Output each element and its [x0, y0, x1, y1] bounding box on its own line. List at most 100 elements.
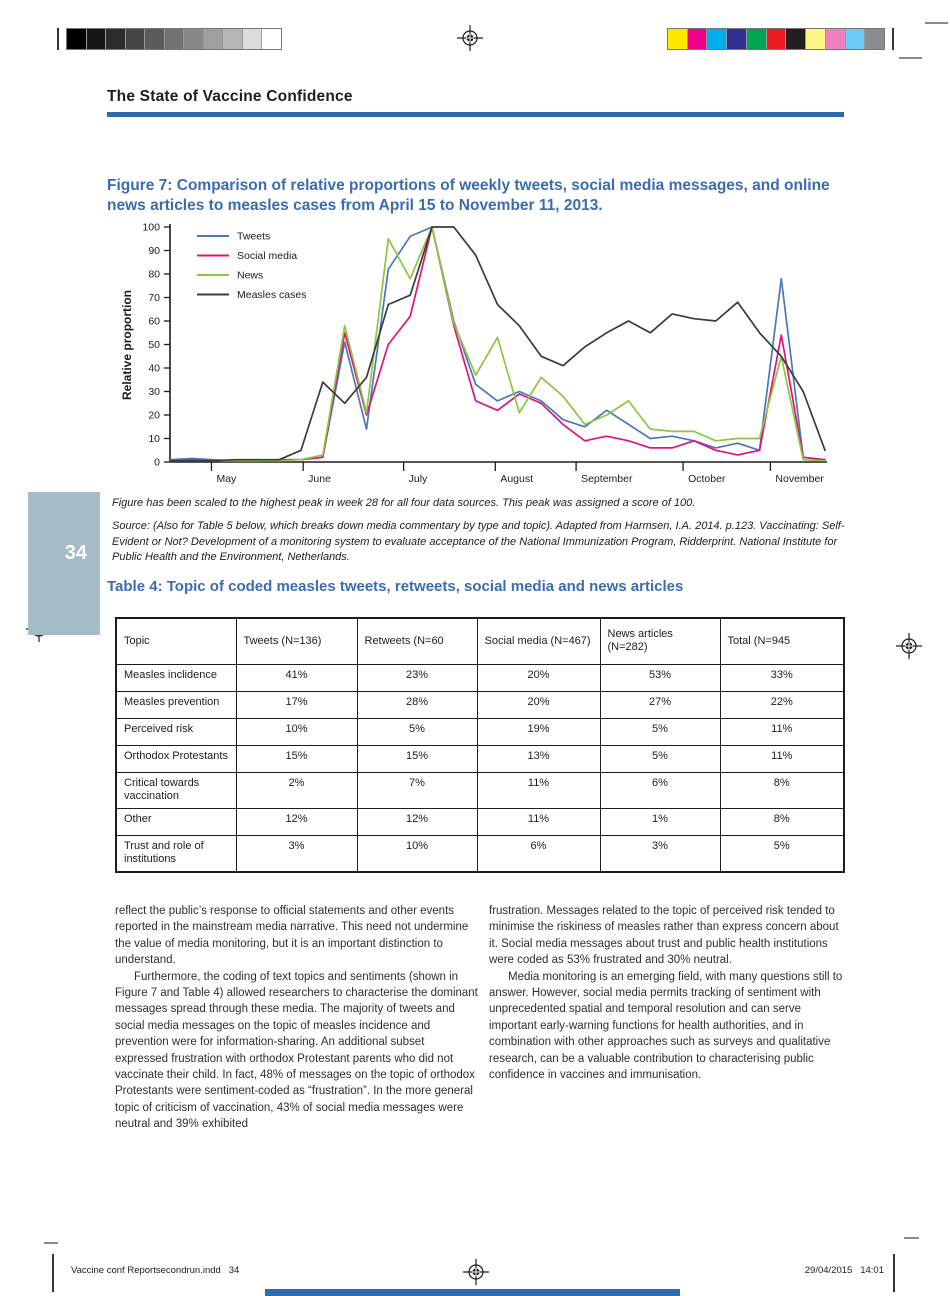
table-column-header-0: Topic	[115, 617, 237, 665]
grayscale-swatch-7	[203, 29, 223, 49]
color-swatch-4	[746, 29, 766, 49]
table-cell-value: 3%	[235, 834, 358, 872]
footer-filename: Vaccine conf Reportsecondrun.indd 34	[71, 1265, 240, 1276]
table-row: Critical towards vaccination 2% 7% 11% 6% 8%	[115, 771, 845, 809]
registration-mark-top	[457, 25, 483, 56]
table-row: Measles inclidence 41% 23% 20% 53% 33%	[115, 663, 845, 692]
table-cell-value: 53%	[599, 663, 721, 692]
figure7-chart: 0 10 20 30 40 50 60 70 80 90 100 May June July August S…	[120, 222, 827, 485]
x-tick-label-may: May	[216, 473, 237, 485]
table4-title: Table 4: Topic of coded measles tweets, …	[107, 578, 684, 595]
figure7-title: Figure 7: Comparison of relative proport…	[107, 177, 830, 214]
table-column-header-2: Retweets (N=60	[356, 617, 478, 665]
registration-mark-icon	[896, 633, 922, 659]
y-tick-label: 80	[148, 269, 160, 281]
table-cell-value: 6%	[599, 771, 721, 809]
table-column-header-3: Social media (N=467)	[476, 617, 601, 665]
grayscale-swatch-10	[262, 29, 282, 49]
table-cell-value: 2%	[235, 771, 358, 809]
crop-mark-bottom-left	[52, 1254, 54, 1292]
y-tick-label: 50	[148, 339, 160, 351]
body-paragraph: Furthermore, the coding of text topics a…	[115, 970, 478, 1131]
footer-datetime: 29/04/2015 14:01	[804, 1265, 884, 1276]
crop-dash-bottom-right	[904, 1237, 919, 1239]
grayscale-swatch-3	[125, 29, 145, 49]
registration-mark-bottom	[463, 1259, 489, 1290]
color-swatch-7	[806, 29, 825, 49]
x-tick-label-october: October	[688, 473, 726, 485]
table-row: Measles prevention 17% 28% 20% 27% 22%	[115, 690, 845, 719]
crop-dash-bottom-left	[44, 1242, 58, 1244]
color-swatch-1	[687, 29, 707, 49]
table-cell-value: 27%	[599, 690, 721, 719]
table-cell-value: 22%	[719, 690, 845, 719]
body-column-right: frustration. Messages related to the top…	[489, 903, 849, 1083]
table-cell-value: 15%	[356, 744, 478, 773]
color-swatch-3	[727, 29, 746, 49]
table-cell-topic: Trust and role of institutions	[115, 834, 237, 872]
registration-mark-icon	[457, 25, 483, 51]
legend-label-tweets: Tweets	[237, 231, 270, 243]
table-cell-value: 13%	[476, 744, 601, 773]
table-cell-value: 10%	[235, 717, 358, 746]
table-cell-value: 8%	[719, 807, 845, 836]
table-cell-value: 11%	[719, 717, 845, 746]
table-cell-value: 17%	[235, 690, 358, 719]
legend-label-news: News	[237, 270, 263, 282]
color-calibration-bar	[667, 28, 885, 50]
table-cell-value: 3%	[599, 834, 721, 872]
figure7-caption: Figure has been scaled to the highest pe…	[112, 497, 696, 509]
table-cell-value: 20%	[476, 663, 601, 692]
crop-dash-top-right-1	[925, 22, 948, 24]
table-cell-value: 41%	[235, 663, 358, 692]
grayscale-swatch-8	[223, 29, 242, 49]
series-line-news	[169, 226, 826, 462]
color-swatch-2	[707, 29, 727, 49]
bottom-color-bar	[265, 1289, 680, 1296]
grayscale-swatch-1	[86, 29, 106, 49]
y-axis-label: Relative proportion	[120, 290, 134, 400]
y-tick-label: 0	[154, 457, 160, 469]
x-tick-label-november: November	[775, 473, 824, 485]
table-cell-value: 5%	[599, 744, 721, 773]
color-swatch-6	[786, 29, 806, 49]
y-tick-label: 60	[148, 316, 160, 328]
registration-mark-icon	[463, 1259, 489, 1285]
color-swatch-5	[766, 29, 786, 49]
y-tick-label: 30	[148, 386, 160, 398]
table-row: Other 12% 12% 11% 1% 8%	[115, 807, 845, 836]
body-paragraph: reflect the public’s response to officia…	[115, 905, 469, 967]
table-cell-topic: Perceived risk	[115, 717, 237, 746]
grayscale-swatch-4	[145, 29, 164, 49]
table4: Topic Tweets (N=136) Retweets (N=60 Social …	[115, 617, 845, 873]
grayscale-swatch-0	[67, 29, 86, 49]
y-tick-label: 10	[148, 433, 160, 445]
table-cell-value: 8%	[719, 771, 845, 809]
y-tick-label: 20	[148, 410, 160, 422]
table-row: Perceived risk 10% 5% 19% 5% 11%	[115, 717, 845, 746]
y-tick-label: 70	[148, 292, 160, 304]
table-cell-value: 11%	[476, 807, 601, 836]
grayscale-calibration-bar	[66, 28, 282, 50]
table-row: Trust and role of institutions 3% 10% 6% 3% 5…	[115, 834, 845, 872]
table-cell-value: 12%	[235, 807, 358, 836]
color-swatch-8	[825, 29, 845, 49]
table-cell-value: 33%	[719, 663, 845, 692]
y-tick-label: 90	[148, 245, 160, 257]
table-column-header-4: News articles (N=282)	[599, 617, 721, 665]
table-cell-value: 23%	[356, 663, 478, 692]
color-swatch-10	[865, 29, 885, 49]
header-rule	[107, 112, 844, 117]
body-paragraph: Media monitoring is an emerging field, w…	[489, 970, 843, 1082]
table-row: Orthodox Protestants 15% 15% 13% 5% 11%	[115, 744, 845, 773]
legend-label-measles-cases: Measles cases	[237, 289, 306, 301]
table-cell-value: 5%	[356, 717, 478, 746]
table-cell-value: 7%	[356, 771, 478, 809]
table-cell-value: 10%	[356, 834, 478, 872]
body-paragraph: frustration. Messages related to the top…	[489, 905, 839, 967]
table-cell-value: 15%	[235, 744, 358, 773]
table-cell-topic: Other	[115, 807, 237, 836]
grayscale-swatch-6	[184, 29, 203, 49]
color-swatch-9	[845, 29, 865, 49]
